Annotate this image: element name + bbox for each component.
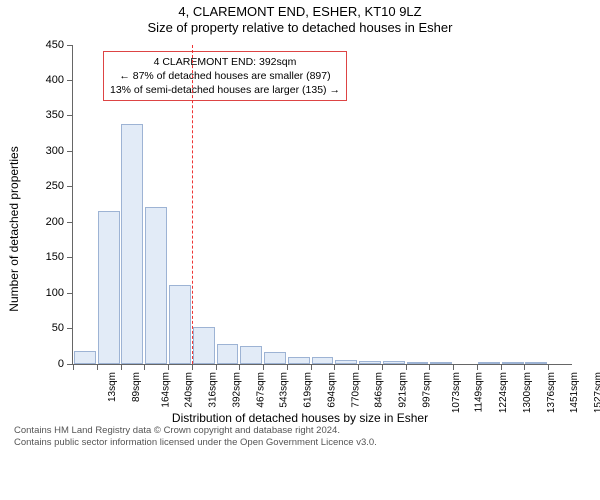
histogram-bar bbox=[525, 362, 547, 364]
y-tick bbox=[67, 115, 73, 116]
chart-container: Number of detached properties 4 CLAREMON… bbox=[20, 39, 580, 419]
x-tick bbox=[263, 364, 264, 370]
x-tick-label: 543sqm bbox=[279, 372, 290, 408]
x-tick bbox=[429, 364, 430, 370]
x-tick bbox=[144, 364, 145, 370]
x-tick-label: 164sqm bbox=[160, 372, 171, 408]
y-tick-label: 0 bbox=[58, 358, 64, 370]
x-tick bbox=[453, 364, 454, 370]
annotation-line-2: ← 87% of detached houses are smaller (89… bbox=[110, 69, 340, 83]
x-tick bbox=[97, 364, 98, 370]
histogram-bar bbox=[478, 362, 500, 364]
x-tick bbox=[358, 364, 359, 370]
y-tick bbox=[67, 80, 73, 81]
x-tick bbox=[121, 364, 122, 370]
histogram-bar bbox=[430, 362, 452, 364]
y-tick-label: 300 bbox=[46, 145, 64, 157]
x-tick-label: 467sqm bbox=[255, 372, 266, 408]
x-tick-label: 13sqm bbox=[107, 372, 118, 402]
annotation-line-1: 4 CLAREMONT END: 392sqm bbox=[110, 55, 340, 69]
x-tick bbox=[311, 364, 312, 370]
x-tick-label: 1300sqm bbox=[522, 372, 533, 413]
x-tick bbox=[73, 364, 74, 370]
reference-line bbox=[192, 45, 193, 364]
annotation-line-3: 13% of semi-detached houses are larger (… bbox=[110, 83, 340, 97]
x-axis-label: Distribution of detached houses by size … bbox=[20, 411, 580, 425]
x-tick bbox=[192, 364, 193, 370]
x-tick bbox=[168, 364, 169, 370]
x-tick-label: 694sqm bbox=[326, 372, 337, 408]
histogram-bar bbox=[383, 361, 405, 363]
histogram-bar bbox=[145, 207, 167, 364]
x-tick-label: 997sqm bbox=[421, 372, 432, 408]
x-tick bbox=[216, 364, 217, 370]
x-tick bbox=[382, 364, 383, 370]
y-tick-label: 250 bbox=[46, 180, 64, 192]
x-tick bbox=[239, 364, 240, 370]
histogram-bar bbox=[121, 124, 143, 364]
y-tick-label: 450 bbox=[46, 39, 64, 51]
x-tick bbox=[406, 364, 407, 370]
histogram-bar bbox=[217, 344, 239, 364]
histogram-bar bbox=[240, 346, 262, 364]
x-tick bbox=[501, 364, 502, 370]
histogram-bar bbox=[407, 362, 429, 364]
title-line-1: 4, CLAREMONT END, ESHER, KT10 9LZ bbox=[0, 4, 600, 20]
x-tick-label: 316sqm bbox=[208, 372, 219, 408]
histogram-bar bbox=[335, 360, 357, 364]
histogram-bar bbox=[193, 327, 215, 364]
y-tick-label: 200 bbox=[46, 216, 64, 228]
x-tick-label: 619sqm bbox=[303, 372, 314, 408]
footer-line-1: Contains HM Land Registry data © Crown c… bbox=[14, 425, 586, 437]
x-tick bbox=[548, 364, 549, 370]
y-tick-label: 100 bbox=[46, 287, 64, 299]
y-axis-label: Number of detached properties bbox=[7, 146, 21, 311]
y-tick-label: 150 bbox=[46, 251, 64, 263]
x-tick-label: 1224sqm bbox=[498, 372, 509, 413]
y-tick bbox=[67, 257, 73, 258]
y-tick bbox=[67, 293, 73, 294]
x-tick-label: 392sqm bbox=[231, 372, 242, 408]
x-tick-label: 921sqm bbox=[398, 372, 409, 408]
x-tick-label: 1149sqm bbox=[474, 372, 485, 412]
x-tick-label: 1376sqm bbox=[546, 372, 557, 413]
plot-area: 4 CLAREMONT END: 392sqm ← 87% of detache… bbox=[72, 45, 572, 365]
x-tick bbox=[287, 364, 288, 370]
x-tick-label: 1527sqm bbox=[593, 372, 600, 413]
histogram-bar bbox=[264, 352, 286, 363]
footer-line-2: Contains public sector information licen… bbox=[14, 437, 586, 449]
x-tick-label: 1451sqm bbox=[570, 372, 581, 413]
y-tick-label: 400 bbox=[46, 74, 64, 86]
x-tick-label: 1073sqm bbox=[451, 372, 462, 413]
title-block: 4, CLAREMONT END, ESHER, KT10 9LZ Size o… bbox=[0, 0, 600, 37]
title-line-2: Size of property relative to detached ho… bbox=[0, 20, 600, 36]
histogram-bar bbox=[502, 362, 524, 364]
x-tick-label: 770sqm bbox=[350, 372, 361, 408]
x-tick-label: 846sqm bbox=[374, 372, 385, 408]
histogram-bar bbox=[312, 357, 334, 363]
x-tick bbox=[524, 364, 525, 370]
annotation-box: 4 CLAREMONT END: 392sqm ← 87% of detache… bbox=[103, 51, 347, 102]
y-tick bbox=[67, 222, 73, 223]
histogram-bar bbox=[359, 361, 381, 364]
y-tick bbox=[67, 151, 73, 152]
histogram-bar bbox=[288, 357, 310, 363]
y-tick bbox=[67, 186, 73, 187]
x-tick bbox=[334, 364, 335, 370]
y-tick bbox=[67, 328, 73, 329]
y-tick-label: 50 bbox=[52, 322, 64, 334]
y-tick-label: 350 bbox=[46, 109, 64, 121]
y-tick bbox=[67, 45, 73, 46]
histogram-bar bbox=[169, 285, 191, 364]
x-tick-label: 240sqm bbox=[184, 372, 195, 408]
histogram-bar bbox=[98, 211, 120, 363]
x-tick bbox=[477, 364, 478, 370]
x-tick-label: 89sqm bbox=[131, 372, 142, 402]
histogram-bar bbox=[74, 351, 96, 364]
